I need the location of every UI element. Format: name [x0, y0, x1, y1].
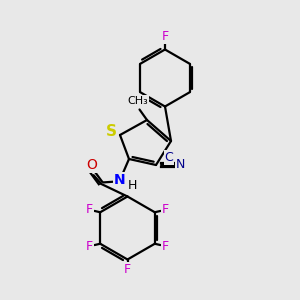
Text: N: N [114, 173, 126, 187]
Text: O: O [87, 158, 98, 172]
Text: F: F [161, 30, 169, 44]
Text: F: F [86, 203, 93, 216]
Text: F: F [162, 240, 169, 253]
Text: H: H [128, 179, 137, 192]
Text: C: C [164, 151, 173, 164]
Text: S: S [106, 124, 117, 140]
Text: N: N [176, 158, 185, 172]
Text: F: F [124, 262, 131, 276]
Text: CH₃: CH₃ [128, 96, 148, 106]
Text: F: F [162, 203, 169, 216]
Text: F: F [86, 240, 93, 253]
